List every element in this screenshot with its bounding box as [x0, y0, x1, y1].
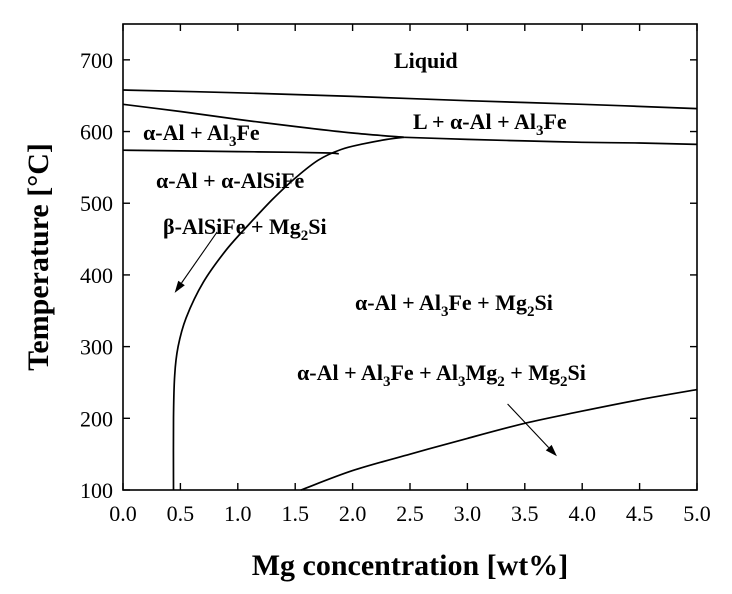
- y-tick-label: 200: [80, 406, 113, 431]
- label-al-al3fe-mg2si: α-Al + Al3Fe + Mg2Si: [355, 290, 553, 320]
- label-al-al3fe: α-Al + Al3Fe: [143, 120, 260, 150]
- y-tick-label: 600: [80, 120, 113, 145]
- plot-frame: [122, 23, 698, 491]
- arrow-head: [174, 280, 185, 293]
- phase-boundaries: [122, 89, 698, 491]
- x-tick-label: 3.0: [454, 501, 482, 526]
- y-tick-labels: 100 200 300 400 500 600 700: [80, 48, 113, 503]
- label-beta-alsife-mg2si: β-AlSiFe + Mg2Si: [163, 214, 327, 244]
- axis-ticks: [122, 24, 698, 491]
- y-axis-title: Temperature [°C]: [22, 143, 55, 371]
- label-al-al3fe-al3mg2-mg2si: α-Al + Al3Fe + Al3Mg2 + Mg2Si: [297, 360, 586, 390]
- x-tick-label: 0.5: [167, 501, 195, 526]
- boundary-mg2si-solvus: [172, 136, 405, 491]
- boundary-al-al3fe-lower: [122, 149, 339, 155]
- x-tick-label: 0.0: [109, 501, 137, 526]
- x-tick-label: 1.0: [224, 501, 252, 526]
- label-l-plus-al-al3fe: L + α-Al + Al3Fe: [413, 109, 567, 139]
- x-tick-labels: 0.0 0.5 1.0 1.5 2.0 2.5 3.0 3.5 4.0 4.5 5.0: [109, 501, 711, 526]
- x-tick-label: 5.0: [683, 501, 711, 526]
- boundary-liquidus: [122, 89, 698, 110]
- boundary-al3mg2-solvus: [300, 388, 698, 491]
- label-al-alsife: α-Al + α-AlSiFe: [156, 168, 305, 193]
- arrow-shaft: [507, 403, 550, 448]
- label-liquid: Liquid: [394, 48, 458, 73]
- x-tick-label: 3.5: [511, 501, 539, 526]
- boundary-al-al3fe-upper: [122, 103, 405, 139]
- x-tick-label: 2.0: [339, 501, 367, 526]
- y-tick-label: 300: [80, 335, 113, 360]
- arrow-shaft: [181, 231, 218, 284]
- x-tick-label: 4.5: [626, 501, 654, 526]
- arrow-head: [545, 444, 557, 457]
- y-tick-label: 500: [80, 191, 113, 216]
- boundary-eutectic-line: [404, 136, 698, 146]
- x-axis-title: Mg concentration [wt%]: [252, 549, 569, 582]
- x-tick-label: 1.5: [281, 501, 309, 526]
- y-tick-label: 100: [80, 478, 113, 503]
- y-tick-label: 700: [80, 48, 113, 73]
- y-tick-label: 400: [80, 263, 113, 288]
- annotation-arrows: [174, 231, 557, 457]
- x-tick-label: 2.5: [396, 501, 424, 526]
- x-tick-label: 4.0: [568, 501, 596, 526]
